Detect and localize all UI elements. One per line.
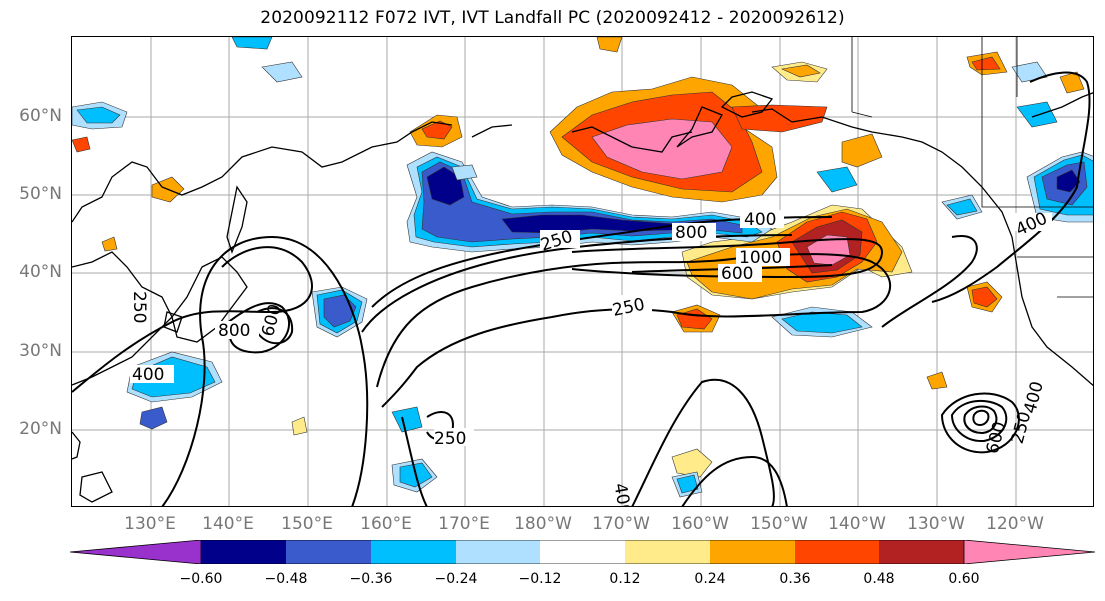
contour-label: 400 bbox=[1020, 379, 1048, 416]
colorbar-tick-label: 0.12 bbox=[609, 571, 641, 587]
colorbar-extend-low bbox=[70, 540, 202, 564]
lon-label-130w: 130°W bbox=[907, 514, 965, 534]
lon-label-180w: 180°W bbox=[514, 514, 572, 534]
lon-label-130e: 130°E bbox=[124, 514, 176, 534]
contour-label: 600 bbox=[721, 264, 753, 284]
political-borders bbox=[851, 37, 1093, 298]
map-title: 2020092112 F072 IVT, IVT Landfall PC (20… bbox=[260, 8, 845, 28]
colorbar-segment bbox=[540, 540, 625, 564]
contour-label: 400 bbox=[132, 365, 164, 385]
colorbar-segment bbox=[286, 540, 371, 564]
contour-labels: 400 800 1000 600 250 250 400 800 600 250… bbox=[129, 209, 1052, 507]
contour-label: 600 bbox=[258, 302, 286, 339]
lon-label-120w: 120°W bbox=[986, 514, 1044, 534]
positive-pc-fill bbox=[72, 37, 1085, 478]
contour-label: 400 bbox=[744, 210, 776, 230]
lon-label-160e: 160°E bbox=[360, 514, 412, 534]
lon-label-140e: 140°E bbox=[202, 514, 254, 534]
colorbar-tick-label: 0.60 bbox=[948, 571, 980, 587]
colorbar-tick-label: 0.36 bbox=[779, 571, 811, 587]
colorbar-segment bbox=[879, 540, 964, 564]
colorbar-segment bbox=[795, 540, 879, 564]
lon-label-170e: 170°E bbox=[438, 514, 490, 534]
lat-label-30n: 30°N bbox=[19, 341, 62, 361]
lat-label-60n: 60°N bbox=[19, 106, 62, 126]
contour-label: 1000 bbox=[739, 248, 782, 268]
lon-label-170w: 170°W bbox=[592, 514, 650, 534]
colorbar-tick-label: −0.60 bbox=[179, 571, 223, 587]
contour-label: 800 bbox=[675, 223, 707, 243]
contour-label: 400 bbox=[609, 482, 634, 507]
colorbar-extend-high bbox=[963, 540, 1096, 564]
colorbar-tick-label: −0.24 bbox=[434, 571, 478, 587]
colorbar-segment bbox=[625, 540, 710, 564]
contour-label: 250 bbox=[1008, 410, 1036, 447]
lat-label-40n: 40°N bbox=[19, 262, 62, 282]
contour-label: 250 bbox=[129, 291, 149, 323]
lon-label-160w: 160°W bbox=[671, 514, 729, 534]
lat-label-20n: 20°N bbox=[19, 419, 62, 439]
contour-label: 250 bbox=[434, 429, 466, 449]
colorbar-tick-label: −0.36 bbox=[349, 571, 393, 587]
lon-label-150e: 150°E bbox=[281, 514, 333, 534]
lat-label-50n: 50°N bbox=[19, 184, 62, 204]
colorbar-segment bbox=[371, 540, 456, 564]
colorbar-segment bbox=[201, 540, 286, 564]
colorbar-tick-label: 0.24 bbox=[694, 571, 726, 587]
colorbar-tick-label: −0.12 bbox=[518, 571, 562, 587]
coastlines bbox=[72, 91, 1093, 503]
contour-label: 600 bbox=[983, 420, 1011, 457]
map-panel: 400 800 1000 600 250 250 400 800 600 250… bbox=[71, 36, 1094, 507]
colorbar-segment bbox=[456, 540, 540, 564]
map-canvas: 400 800 1000 600 250 250 400 800 600 250… bbox=[72, 37, 1093, 507]
colorbar-tick-label: 0.48 bbox=[863, 571, 895, 587]
colorbar-tick-label: −0.48 bbox=[264, 571, 308, 587]
lon-label-150w: 150°W bbox=[750, 514, 808, 534]
lon-label-140w: 140°W bbox=[828, 514, 886, 534]
colorbar bbox=[70, 540, 1096, 564]
colorbar-segment bbox=[710, 540, 795, 564]
contour-label: 800 bbox=[218, 321, 250, 341]
